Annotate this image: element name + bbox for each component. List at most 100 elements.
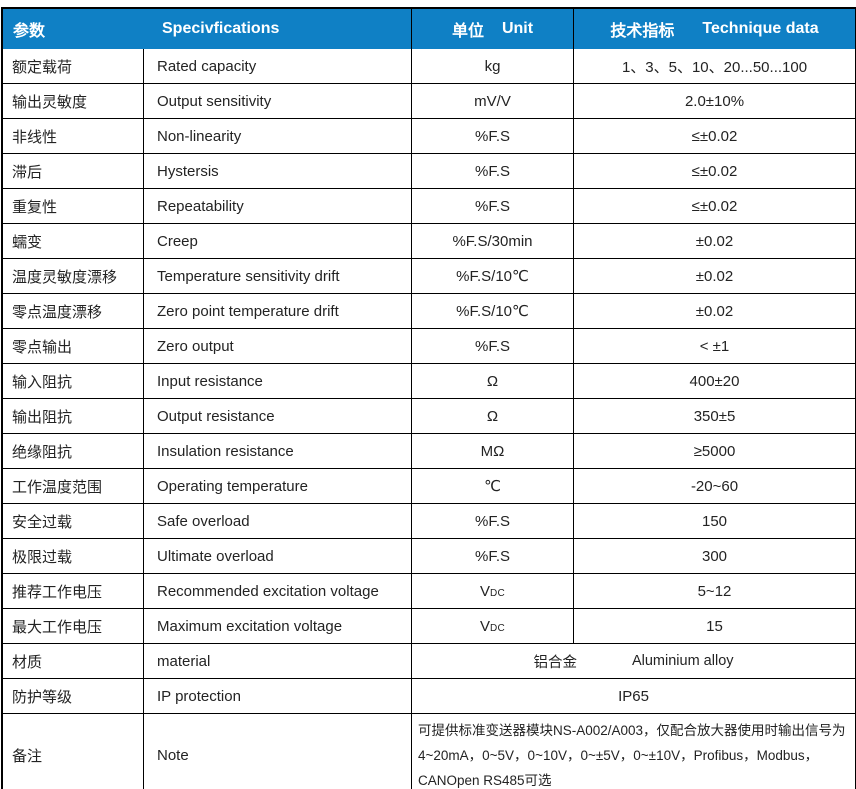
unit-cell: %F.S bbox=[412, 154, 574, 189]
value-cell: -20~60 bbox=[574, 469, 855, 504]
unit-cell: %F.S bbox=[412, 504, 574, 539]
unit-text: %F.S bbox=[474, 337, 510, 355]
unit-text: %F.S bbox=[474, 197, 510, 215]
value-cell: ≤±0.02 bbox=[574, 189, 855, 224]
param-cn-cell: 输出灵敏度 bbox=[3, 84, 144, 119]
param-cn-cell: 零点温度漂移 bbox=[3, 294, 144, 329]
unit-text: %F.S bbox=[474, 162, 510, 180]
param-en-cell: Note bbox=[144, 714, 412, 789]
unit-cell: Ω bbox=[412, 364, 574, 399]
unit-text: %F.S bbox=[474, 547, 510, 565]
merged-value-text: 可提供标准变送器模块NS-A002/A003，仅配合放大器使用时输出信号为4~2… bbox=[418, 723, 846, 788]
table-row: 绝缘阻抗 Insulation resistance MΩ ≥5000 bbox=[3, 434, 855, 469]
param-en-cell: Recommended excitation voltage bbox=[144, 574, 412, 609]
param-cn-cell: 输出阻抗 bbox=[3, 399, 144, 434]
table-row: 工作温度范围 Operating temperature ℃ -20~60 bbox=[3, 469, 855, 504]
unit-text: Ω bbox=[486, 407, 499, 425]
param-en-cell: Input resistance bbox=[144, 364, 412, 399]
value-cell: 2.0±10% bbox=[574, 84, 855, 119]
unit-subscript: DC bbox=[489, 622, 506, 634]
unit-cell: %F.S bbox=[412, 329, 574, 364]
param-en-cell: Non-linearity bbox=[144, 119, 412, 154]
unit-cell: %F.S bbox=[412, 189, 574, 224]
note-value-cell: 可提供标准变送器模块NS-A002/A003，仅配合放大器使用时输出信号为4~2… bbox=[412, 714, 855, 789]
param-cn-cell: 额定载荷 bbox=[3, 49, 144, 84]
spec-table-body: 额定载荷 Rated capacity kg 1、3、5、10、20...50...1… bbox=[3, 49, 855, 789]
param-cn-cell: 非线性 bbox=[3, 119, 144, 154]
param-en-cell: Zero output bbox=[144, 329, 412, 364]
value-cell: 400±20 bbox=[574, 364, 855, 399]
unit-cell: VDC bbox=[412, 574, 574, 609]
unit-cell: kg bbox=[412, 49, 574, 84]
unit-cell: MΩ bbox=[412, 434, 574, 469]
unit-text: Ω bbox=[486, 372, 499, 390]
unit-text: MΩ bbox=[480, 442, 505, 460]
table-row: 零点输出 Zero output %F.S < ±1 bbox=[3, 329, 855, 364]
value-cell: ±0.02 bbox=[574, 259, 855, 294]
value-cell: 15 bbox=[574, 609, 855, 644]
unit-text: kg bbox=[484, 57, 501, 75]
table-row: 防护等级 IP protection IP65 bbox=[3, 679, 855, 714]
table-row: 重复性 Repeatability %F.S ≤±0.02 bbox=[3, 189, 855, 224]
table-row: 温度灵敏度漂移 Temperature sensitivity drift %F.S… bbox=[3, 259, 855, 294]
unit-text: V bbox=[479, 617, 490, 635]
param-cn-cell: 防护等级 bbox=[3, 679, 144, 714]
value-cell: ±0.02 bbox=[574, 294, 855, 329]
param-en-cell: Insulation resistance bbox=[144, 434, 412, 469]
param-cn-cell: 安全过载 bbox=[3, 504, 144, 539]
unit-cell: %F.S/10℃ bbox=[412, 259, 574, 294]
material-value-en: Aluminium alloy bbox=[631, 653, 734, 669]
merged-value-text: IP65 bbox=[618, 687, 649, 705]
value-cell: ≤±0.02 bbox=[574, 154, 855, 189]
param-en-cell: material bbox=[144, 644, 412, 679]
value-cell: 150 bbox=[574, 504, 855, 539]
param-en-cell: Rated capacity bbox=[144, 49, 412, 84]
param-cn-cell: 滞后 bbox=[3, 154, 144, 189]
unit-cell: VDC bbox=[412, 609, 574, 644]
header-row: 参数 Specivfications 单位 Unit 技术指标 Techniqu… bbox=[3, 9, 855, 49]
unit-text: %F.S/30min bbox=[452, 232, 533, 250]
value-cell: 350±5 bbox=[574, 399, 855, 434]
table-row: 蠕变 Creep %F.S/30min ±0.02 bbox=[3, 224, 855, 259]
unit-cell: %F.S bbox=[412, 539, 574, 574]
param-en-cell: Ultimate overload bbox=[144, 539, 412, 574]
header-param-cn: 参数 bbox=[3, 9, 144, 49]
table-row: 安全过载 Safe overload %F.S 150 bbox=[3, 504, 855, 539]
table-row: 备注 Note 可提供标准变送器模块NS-A002/A003，仅配合放大器使用时输出… bbox=[3, 714, 855, 789]
header-technique-data: 技术指标 Technique data bbox=[574, 9, 855, 49]
header-unit-cn: 单位 bbox=[451, 23, 484, 40]
param-cn-cell: 材质 bbox=[3, 644, 144, 679]
param-en-cell: Output resistance bbox=[144, 399, 412, 434]
param-cn-cell: 重复性 bbox=[3, 189, 144, 224]
table-row: 额定载荷 Rated capacity kg 1、3、5、10、20...50...1… bbox=[3, 49, 855, 84]
unit-subscript: DC bbox=[489, 587, 506, 599]
table-row: 滞后 Hystersis %F.S ≤±0.02 bbox=[3, 154, 855, 189]
param-en-cell: Repeatability bbox=[144, 189, 412, 224]
header-unit-en: Unit bbox=[501, 20, 534, 37]
param-cn-cell: 温度灵敏度漂移 bbox=[3, 259, 144, 294]
unit-cell: ℃ bbox=[412, 469, 574, 504]
value-cell: 300 bbox=[574, 539, 855, 574]
unit-text: V bbox=[479, 582, 490, 600]
unit-cell: %F.S bbox=[412, 119, 574, 154]
material-value-cn: 铝合金 bbox=[533, 654, 577, 671]
param-en-cell: Maximum excitation voltage bbox=[144, 609, 412, 644]
table-row: 输出阻抗 Output resistance Ω 350±5 bbox=[3, 399, 855, 434]
unit-text: mV/V bbox=[474, 92, 511, 110]
param-en-cell: Safe overload bbox=[144, 504, 412, 539]
unit-cell: %F.S/30min bbox=[412, 224, 574, 259]
unit-text: ℃ bbox=[484, 478, 501, 495]
value-cell: 1、3、5、10、20...50...100 bbox=[574, 49, 855, 84]
param-cn-cell: 零点输出 bbox=[3, 329, 144, 364]
param-cn-cell: 绝缘阻抗 bbox=[3, 434, 144, 469]
param-cn-cell: 工作温度范围 bbox=[3, 469, 144, 504]
unit-text: %F.S/10℃ bbox=[456, 303, 529, 320]
header-specifications: Specivfications bbox=[144, 9, 412, 49]
merged-value-cell: 铝合金 Aluminium alloy bbox=[412, 644, 855, 679]
header-unit: 单位 Unit bbox=[412, 9, 574, 49]
table-row: 非线性 Non-linearity %F.S ≤±0.02 bbox=[3, 119, 855, 154]
param-en-cell: Creep bbox=[144, 224, 412, 259]
param-cn-cell: 推荐工作电压 bbox=[3, 574, 144, 609]
unit-text: %F.S/10℃ bbox=[456, 268, 529, 285]
